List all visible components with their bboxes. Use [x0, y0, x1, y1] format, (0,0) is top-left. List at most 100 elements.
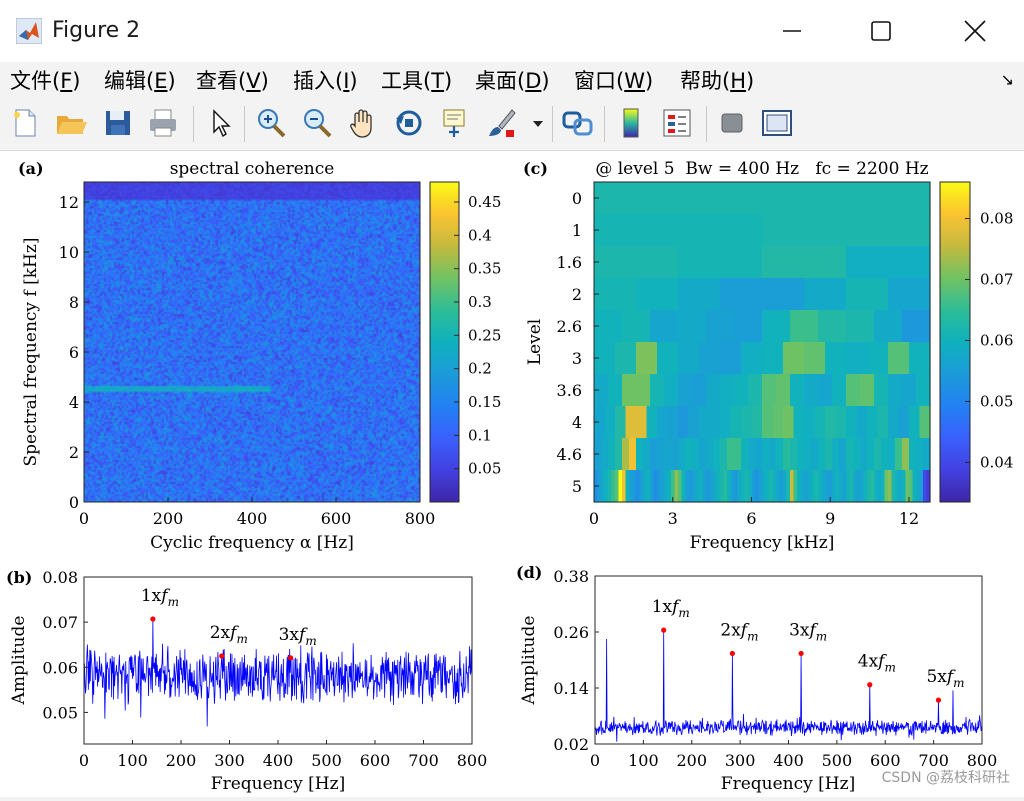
heatmap-cell	[671, 438, 679, 471]
panel-b-spectrum-line	[83, 618, 473, 727]
heatmap-cell	[909, 438, 917, 471]
heatmap-cell	[916, 470, 921, 503]
close-icon[interactable]	[958, 14, 992, 48]
panel-d-xtick-label: 300	[725, 751, 756, 770]
heatmap-cell	[671, 470, 676, 503]
heatmap-cell	[622, 470, 627, 503]
print-icon[interactable]	[146, 106, 180, 140]
heatmap-cell	[657, 470, 662, 503]
heatmap-cell	[821, 470, 826, 503]
pointer-icon[interactable]	[203, 106, 237, 140]
panel-b-xtick-label: 700	[408, 751, 439, 770]
heatmap-cell	[713, 470, 718, 503]
heatmap-cell	[664, 438, 672, 471]
save-icon[interactable]	[101, 106, 135, 140]
panel-b-xtick-label: 200	[166, 751, 197, 770]
menu-bar: 文件(F) 编辑(E) 查看(V) 插入(I) 工具(T) 桌面(D) 窗口(W…	[0, 62, 1024, 98]
dock-arrow-icon[interactable]: ↘	[1000, 70, 1014, 89]
panel-a-ytick-label: 12	[59, 193, 79, 212]
minimize-icon[interactable]	[775, 14, 809, 48]
heatmap-cell	[667, 470, 672, 503]
heatmap-cell	[818, 438, 826, 471]
heatmap-cell	[818, 374, 833, 407]
peak-marker	[150, 616, 156, 622]
heatmap-cell	[681, 470, 686, 503]
data-cursor-icon[interactable]	[438, 106, 472, 140]
brush-icon[interactable]	[485, 106, 519, 140]
heatmap-cell	[874, 438, 882, 471]
colorbar-icon[interactable]	[614, 106, 648, 140]
peak-marker	[867, 682, 873, 688]
watermark: CSDN @荔枝科研社	[882, 770, 1010, 786]
heatmap-cell	[909, 406, 921, 439]
legend-icon[interactable]	[660, 106, 694, 140]
heatmap-cell	[832, 438, 840, 471]
heatmap-cell	[636, 342, 658, 375]
heatmap-cell	[807, 470, 812, 503]
heatmap-cell	[625, 406, 637, 439]
panel-b-ytick-label: 0.07	[42, 613, 78, 632]
heatmap-cell	[716, 470, 721, 503]
heatmap-cell	[800, 470, 805, 503]
zoom-in-icon[interactable]	[254, 106, 288, 140]
heatmap-cell	[765, 470, 770, 503]
heatmap-cell	[888, 470, 893, 503]
hide-plot-tools-icon[interactable]	[715, 106, 749, 140]
panel-c-colorbar-label: 0.07	[980, 271, 1013, 289]
heatmap-cell	[608, 438, 616, 471]
menu-desktop[interactable]: 桌面(D)	[475, 69, 550, 93]
menu-window[interactable]: 窗口(W)	[574, 69, 654, 93]
heatmap-cell	[657, 438, 665, 471]
panel-b-xtick-label: 100	[117, 751, 148, 770]
heatmap-cell	[790, 470, 795, 503]
heatmap-cell	[863, 470, 868, 503]
heatmap-cell	[846, 342, 868, 375]
menu-file[interactable]: 文件(F)	[10, 69, 81, 93]
panel-label-a: (a)	[18, 159, 44, 178]
heatmap-cell	[618, 470, 623, 503]
heatmap-cell	[678, 342, 700, 375]
menu-view[interactable]: 查看(V)	[196, 69, 269, 93]
heatmap-cell	[811, 438, 819, 471]
menu-help[interactable]: 帮助(H)	[680, 69, 755, 93]
heatmap-cell	[727, 470, 732, 503]
rotate-3d-icon[interactable]	[392, 106, 426, 140]
link-plot-icon[interactable]	[561, 106, 595, 140]
heatmap-cell	[688, 406, 700, 439]
heatmap-cell	[678, 246, 763, 279]
panel-d-xtick-label: 700	[918, 751, 949, 770]
heatmap-cell	[856, 470, 861, 503]
peak-marker	[798, 650, 804, 657]
heatmap-cell	[825, 406, 837, 439]
panel-c-xtick-label: 3	[668, 509, 678, 528]
heatmap-cell	[723, 470, 728, 503]
figure-svg[interactable]: (a) spectral coherence 0 200 400 600 8000246…	[0, 151, 1024, 797]
pan-hand-icon[interactable]	[346, 106, 380, 140]
menu-insert[interactable]: 插入(I)	[293, 69, 358, 93]
new-file-icon[interactable]	[8, 106, 42, 140]
zoom-out-icon[interactable]	[300, 106, 334, 140]
heatmap-cell	[734, 374, 749, 407]
panel-d-xlabel: Frequency [Hz]	[721, 774, 855, 794]
brush-dropdown-icon[interactable]	[530, 106, 546, 140]
heatmap-cell	[667, 406, 679, 439]
heatmap-cell	[860, 438, 868, 471]
panel-label-c: (c)	[523, 159, 548, 178]
menu-tools[interactable]: 工具(T)	[381, 69, 453, 93]
panel-b-ticks: 0 100 200 300 400 500 600 700 800 0.05 0.06 0.07 0.0…	[42, 568, 487, 770]
level-heatmap[interactable]	[594, 182, 931, 503]
heatmap-cell	[870, 470, 875, 503]
open-folder-icon[interactable]	[54, 106, 88, 140]
panel-c-ytick-label: 2.6	[557, 317, 582, 336]
heatmap-cell	[762, 470, 767, 503]
panel-d-ytick-label: 0.26	[553, 623, 589, 642]
heatmap-cell	[769, 438, 777, 471]
panel-a-xtick-label: 600	[321, 509, 352, 528]
show-plot-tools-icon[interactable]	[760, 106, 794, 140]
menu-edit[interactable]: 编辑(E)	[104, 69, 176, 93]
heatmap-cell	[825, 438, 833, 471]
heatmap-cell	[615, 470, 620, 503]
coherence-heatmap[interactable]	[84, 182, 420, 502]
maximize-icon[interactable]	[864, 14, 898, 48]
heatmap-cell	[916, 374, 931, 407]
